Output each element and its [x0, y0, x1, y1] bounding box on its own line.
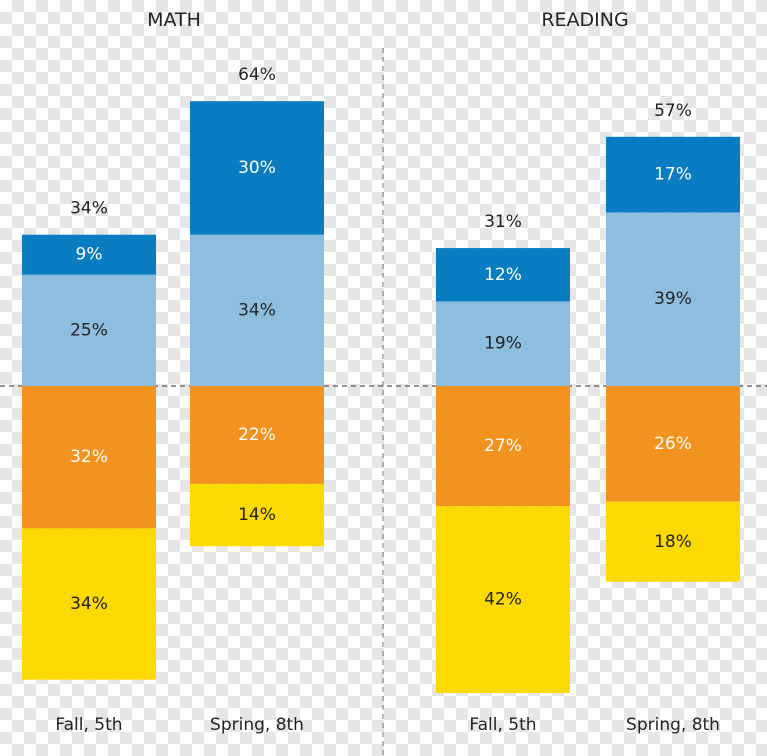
math-bar-1-segment-label: 25% — [70, 320, 108, 340]
math-bar-2-segment-label: 22% — [238, 425, 276, 445]
math-bar-2-segment-label: 14% — [238, 505, 276, 525]
math-bar-2-category-label: Spring, 8th — [210, 715, 304, 735]
math-bar-1-segment-top — [22, 234, 156, 275]
reading-bar-1-segment-label: 12% — [484, 265, 522, 285]
math-bar-1-segment-label: 9% — [76, 245, 103, 265]
math-bar-2-segment-bottom — [190, 483, 324, 547]
math-bar-2-segment-lower — [190, 386, 324, 484]
reading-bar-2-category-label: Spring, 8th — [626, 715, 720, 735]
math-bar-2-segment-top — [190, 101, 324, 235]
reading-bar-1-segment-label: 27% — [484, 436, 522, 456]
math-bar-2-segment-label: 34% — [238, 300, 276, 320]
reading-bar-2-total-label: 57% — [654, 101, 692, 121]
math-bar-1-segment-label: 34% — [70, 594, 108, 614]
reading-bar-2-segment-label: 17% — [654, 165, 692, 185]
bars-layer: 25% 9% 34% 32% 34% Fall, 5th 34% 30% 64% 22% 14% Sp… — [22, 65, 740, 735]
math-bar-2-segment-label: 30% — [238, 158, 276, 178]
reading-bar-1-segment-label: 19% — [484, 334, 522, 354]
reading-bar-1-segment-label: 42% — [484, 590, 522, 610]
math-bar-2-total-label: 64% — [238, 65, 276, 85]
reading-bar-2-segment-label: 18% — [654, 532, 692, 552]
reading-bar-1-segment-top — [436, 248, 570, 302]
math-bar-1-segment-upper — [22, 274, 156, 386]
math-bar-1-segment-lower — [22, 386, 156, 529]
reading-bar-1-category-label: Fall, 5th — [469, 715, 536, 735]
math-bar-1-category-label: Fall, 5th — [55, 715, 122, 735]
reading-bar-1-segment-bottom — [436, 506, 570, 694]
math-bar-1-segment-bottom — [22, 528, 156, 680]
reading-panel-title: READING — [541, 9, 628, 31]
reading-bar-2-segment-label: 39% — [654, 289, 692, 309]
math-bar-1-total-label: 34% — [70, 199, 108, 219]
reading-bar-1-segment-upper — [436, 301, 570, 386]
math-bar-2-segment-upper — [190, 234, 324, 386]
reading-bar-2-segment-upper — [606, 212, 740, 386]
reading-bar-1-segment-lower — [436, 386, 570, 507]
reading-bar-2-segment-bottom — [606, 501, 740, 582]
math-bar-1-segment-label: 32% — [70, 447, 108, 467]
reading-bar-1-total-label: 31% — [484, 212, 522, 232]
reading-bar-2-segment-label: 26% — [654, 434, 692, 454]
math-panel-title: MATH — [147, 9, 201, 31]
reading-bar-2-segment-top — [606, 136, 740, 213]
reading-bar-2-segment-lower — [606, 386, 740, 502]
